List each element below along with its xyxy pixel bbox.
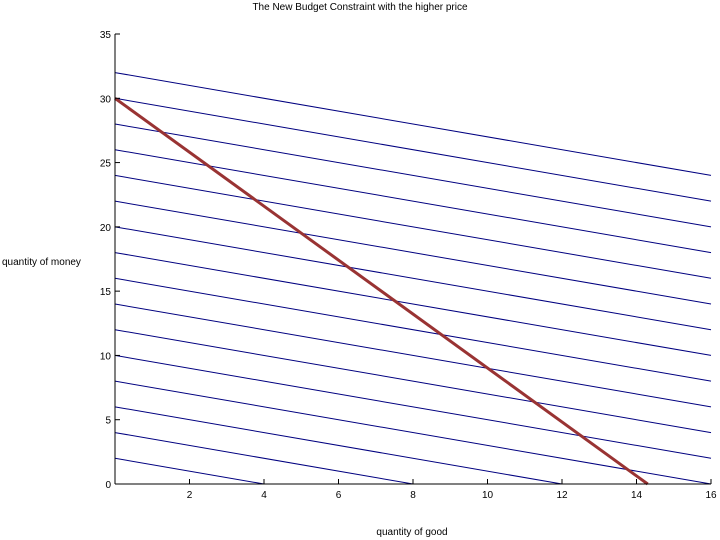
x-axis-label: quantity of good bbox=[376, 527, 447, 538]
y-axis-label: quantity of money bbox=[2, 257, 81, 268]
x-tick-label: 6 bbox=[336, 490, 342, 501]
indifference-line-2 bbox=[114, 432, 414, 485]
x-tick-label: 4 bbox=[261, 490, 267, 501]
y-tick-label: 35 bbox=[100, 30, 112, 41]
x-tick-label: 16 bbox=[705, 490, 717, 501]
x-tick-label: 10 bbox=[482, 490, 494, 501]
budget-line-group bbox=[114, 97, 649, 486]
indifference-line-1 bbox=[114, 457, 265, 485]
y-tick-label: 5 bbox=[105, 416, 111, 427]
indifference-line-16 bbox=[114, 72, 712, 176]
indifference-line-9 bbox=[114, 252, 712, 356]
indifference-line-6 bbox=[114, 329, 712, 434]
indifference-line-11 bbox=[114, 200, 712, 305]
y-tick-label: 30 bbox=[100, 94, 112, 105]
indifference-line-13 bbox=[114, 149, 712, 254]
indifference-line-10 bbox=[114, 226, 712, 331]
y-tick-label: 0 bbox=[105, 480, 111, 491]
y-tick-label: 25 bbox=[100, 159, 112, 170]
y-tick-label: 20 bbox=[100, 223, 112, 234]
x-tick-label: 14 bbox=[631, 490, 643, 501]
y-ticks: 0 5 10 15 20 25 30 35 bbox=[100, 30, 120, 491]
x-tick-label: 8 bbox=[410, 490, 416, 501]
indifference-line-5 bbox=[114, 354, 712, 459]
chart-title: The New Budget Constraint with the highe… bbox=[252, 2, 468, 13]
indifference-line-8 bbox=[114, 277, 712, 382]
indifference-line-12 bbox=[114, 174, 712, 279]
budget-line bbox=[114, 97, 649, 486]
x-tick-label: 12 bbox=[556, 490, 568, 501]
x-tick-label: 2 bbox=[187, 490, 193, 501]
y-tick-label: 15 bbox=[100, 287, 112, 298]
indifference-line-15 bbox=[114, 97, 712, 202]
indifference-lines bbox=[114, 72, 712, 485]
indifference-line-14 bbox=[114, 123, 712, 228]
x-ticks: 2 4 6 8 10 12 14 16 bbox=[187, 479, 717, 501]
y-tick-label: 10 bbox=[100, 351, 112, 362]
axes bbox=[114, 34, 711, 485]
indifference-line-4 bbox=[114, 380, 712, 485]
indifference-line-3 bbox=[114, 406, 563, 485]
indifference-line-7 bbox=[114, 303, 712, 408]
